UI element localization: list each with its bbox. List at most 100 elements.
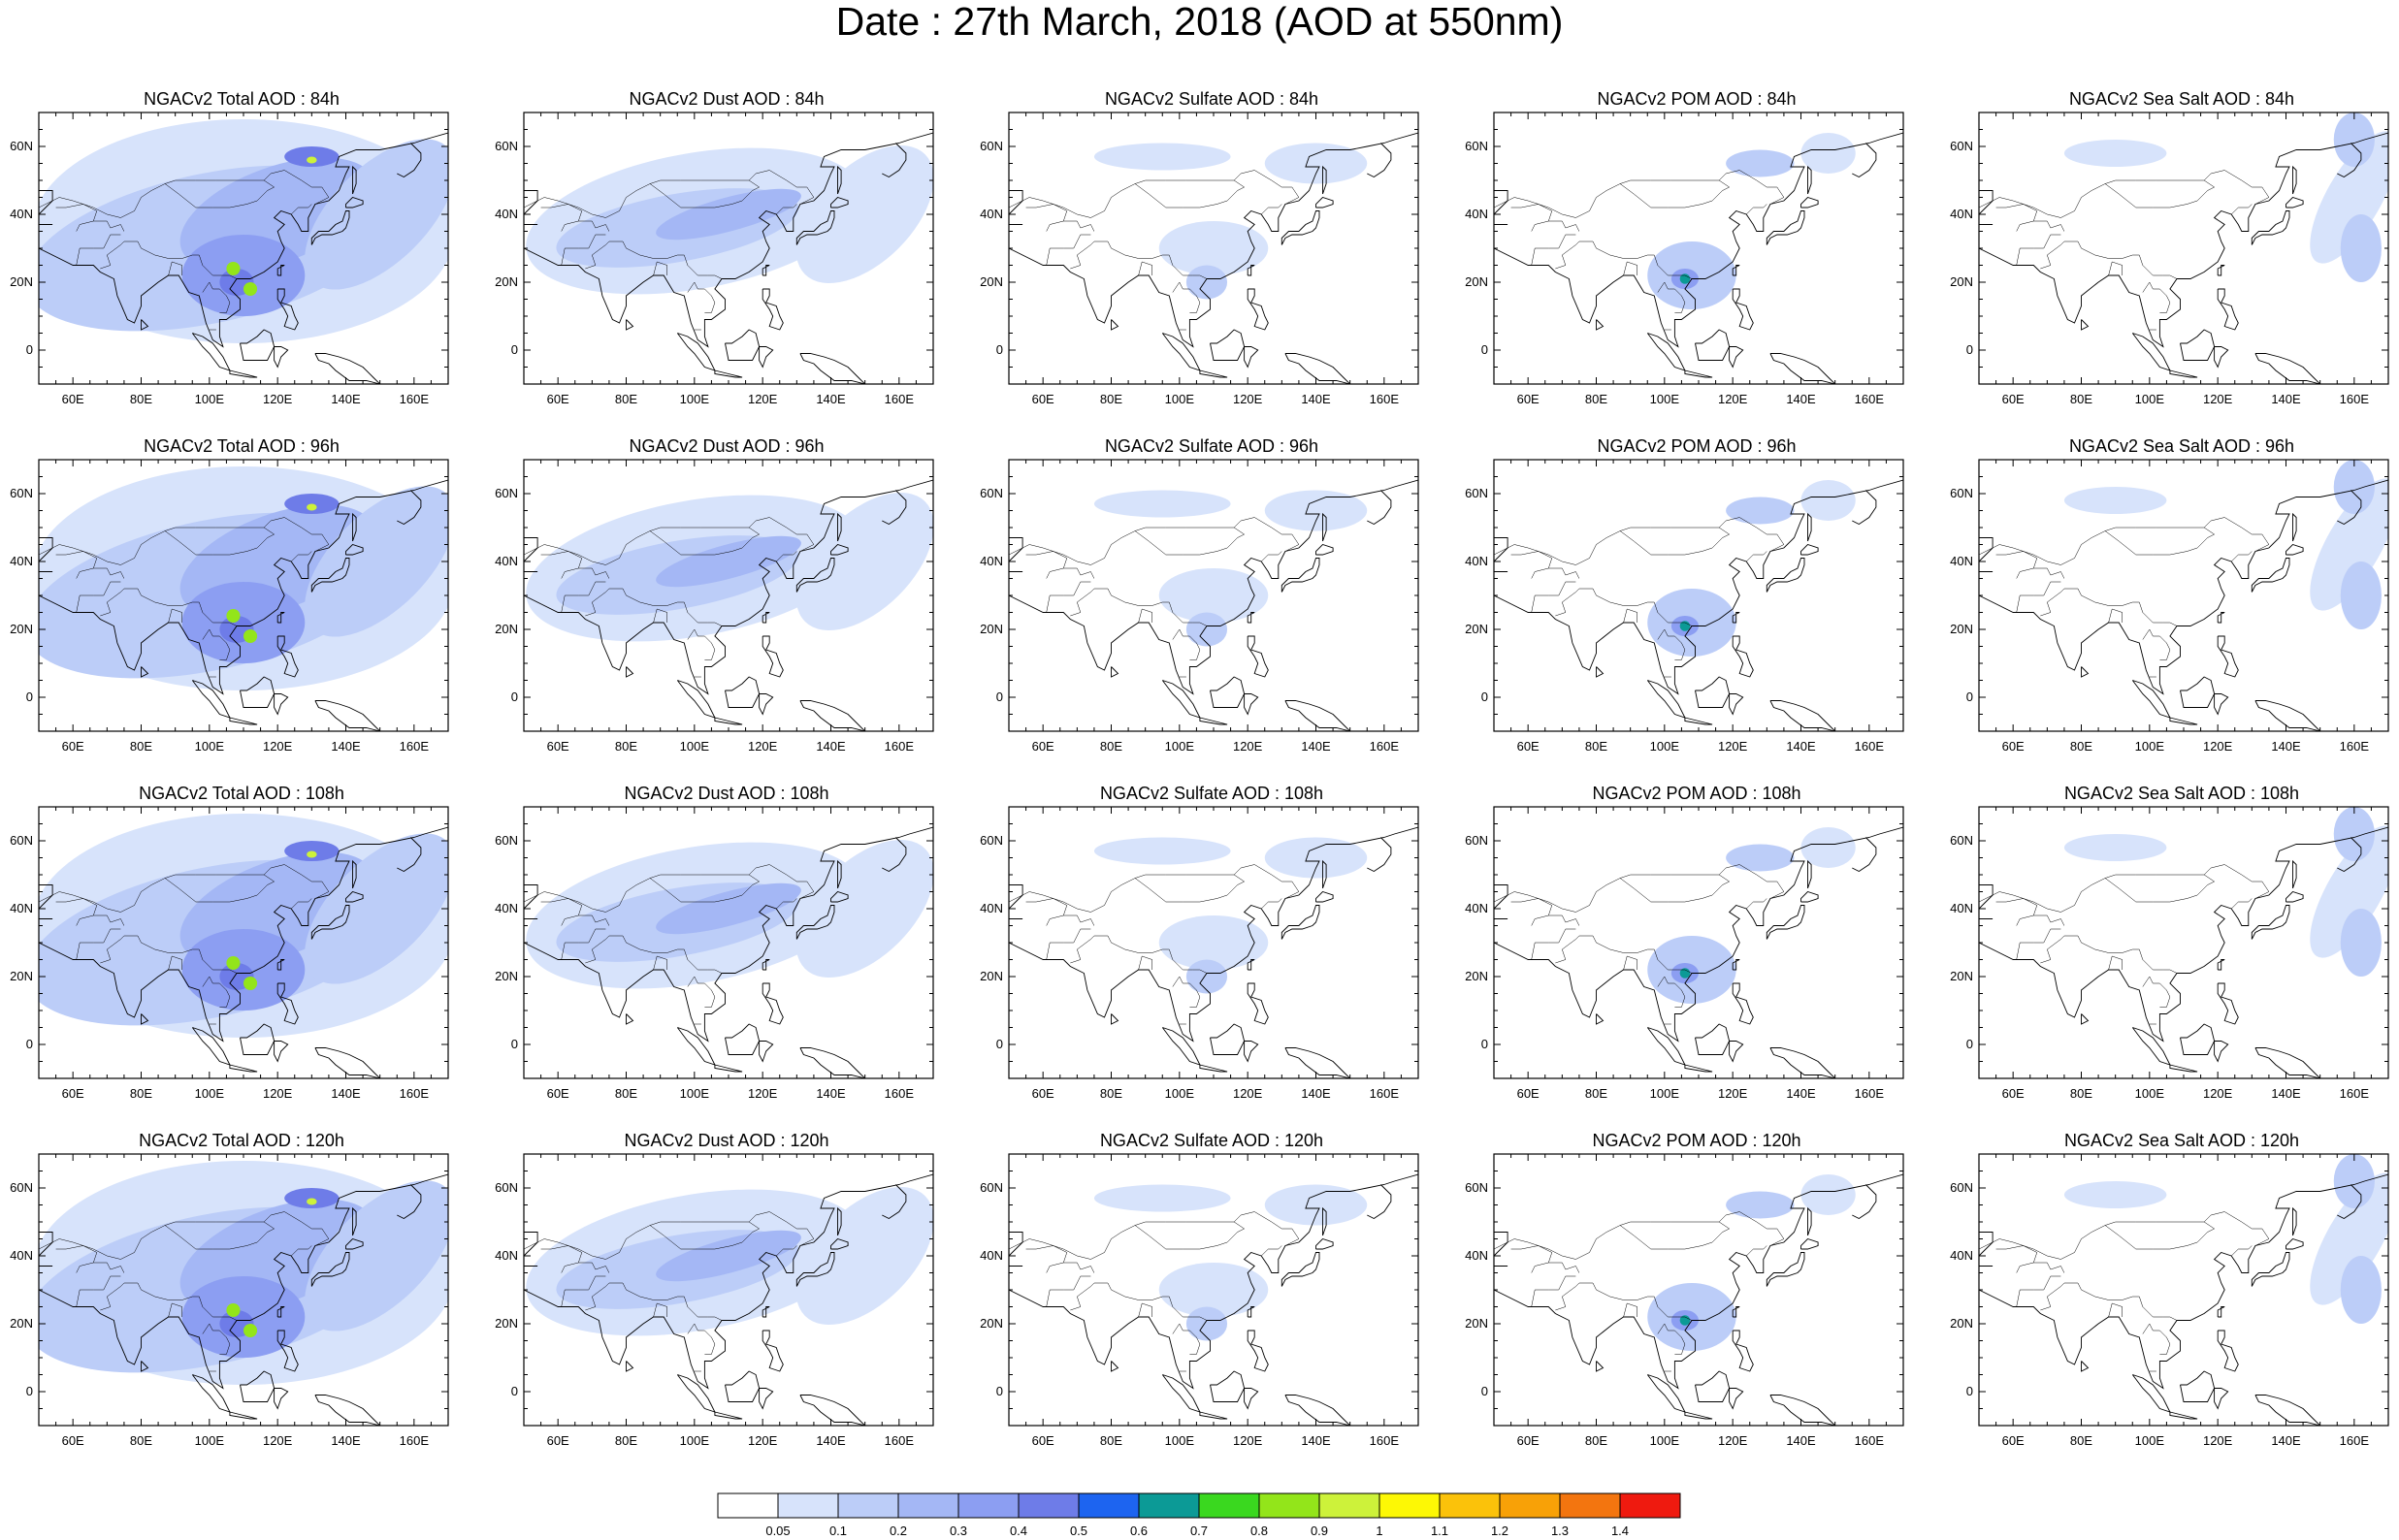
country-borders [1494, 170, 1785, 331]
lon-tick-label: 100E [1650, 1433, 1680, 1448]
country-borders [1979, 864, 2270, 1025]
lon-tick-label: 100E [680, 1433, 710, 1448]
map-plot: 60E 80E 100E 120E 140E 160E 60N 40N 20N 0 [980, 1153, 1419, 1448]
lat-tick-label: 20N [10, 274, 33, 289]
lon-tick-label: 120E [748, 1433, 778, 1448]
lon-tick-label: 140E [331, 739, 361, 754]
colorbar-label: 1.4 [1611, 1524, 1629, 1538]
lon-tick-label: 160E [400, 1086, 430, 1101]
colorbar-swatch [1258, 1492, 1320, 1519]
lat-tick-label: 60N [10, 139, 33, 153]
panel-seasalt-120h: NGACv2 Sea Salt AOD : 120h 60E 80E 100E 120E… [1940, 1129, 2396, 1449]
lat-tick-label: 20N [495, 1316, 518, 1331]
colorbar-swatch [1018, 1492, 1080, 1519]
lon-tick-label: 60E [62, 1433, 84, 1448]
country-borders [1979, 517, 2270, 678]
colorbar-swatch [777, 1492, 839, 1519]
lon-tick-label: 160E [885, 1086, 915, 1101]
map-plot: 60E 80E 100E 120E 140E 160E 60N 40N 20N 0 [980, 459, 1419, 754]
panel-dust-84h: NGACv2 Dust AOD : 84h 60E 80E 100E 120E 140E 1… [485, 87, 941, 407]
lat-tick-label: 0 [1481, 690, 1488, 704]
colorbar-label: 0.5 [1070, 1524, 1087, 1538]
lon-tick-label: 120E [748, 1086, 778, 1101]
lon-tick-label: 140E [2271, 1433, 2301, 1448]
lon-tick-label: 160E [400, 739, 430, 754]
map-plot: 60E 80E 100E 120E 140E 160E 60N 40N 20N 0 [980, 806, 1419, 1101]
lon-tick-label: 120E [2203, 739, 2233, 754]
lat-tick-label: 60N [10, 1180, 33, 1195]
lat-tick-label: 60N [1465, 1180, 1488, 1195]
lon-tick-label: 160E [1370, 1433, 1400, 1448]
lat-tick-label: 40N [10, 1248, 33, 1263]
tick-marks [1008, 806, 1419, 1079]
lat-tick-label: 40N [10, 901, 33, 915]
lon-tick-label: 120E [748, 392, 778, 406]
panel-title: NGACv2 POM AOD : 96h [1597, 436, 1797, 456]
map-plot: 60E 80E 100E 120E 140E 160E 60N 40N 20N 0 [10, 1153, 449, 1448]
aod-field [39, 814, 448, 1038]
lon-tick-label: 120E [1233, 739, 1263, 754]
lon-tick-label: 160E [1855, 392, 1885, 406]
lon-tick-label: 140E [331, 1086, 361, 1101]
tick-marks [1493, 1153, 1904, 1427]
lat-tick-label: 20N [495, 274, 518, 289]
lon-tick-label: 60E [2002, 1086, 2025, 1101]
colorbar-swatch [1318, 1492, 1380, 1519]
coastlines [1979, 479, 2388, 731]
lon-tick-label: 160E [885, 1433, 915, 1448]
panel-title: NGACv2 Total AOD : 120h [139, 1131, 344, 1150]
coastlines [39, 826, 448, 1078]
lon-tick-label: 120E [748, 739, 778, 754]
panel-title: NGACv2 Sea Salt AOD : 84h [2068, 89, 2295, 109]
colorbar-swatch [1198, 1492, 1260, 1519]
panel-title: NGACv2 Total AOD : 108h [139, 784, 344, 803]
lat-tick-label: 20N [1950, 969, 1973, 983]
lon-tick-label: 100E [1650, 1086, 1680, 1101]
lon-tick-label: 140E [816, 392, 846, 406]
aod-field [39, 119, 448, 343]
lat-tick-label: 40N [1950, 901, 1973, 915]
lon-tick-label: 160E [400, 392, 430, 406]
colorbar: 0.05 0.1 0.2 0.3 0.4 0.5 0.6 0.7 0.8 0.9 1 1.1 1.2 1.… [717, 1492, 1681, 1538]
panel-dust-108h: NGACv2 Dust AOD : 108h 60E 80E 100E 120E 140E… [485, 782, 941, 1102]
lon-tick-label: 120E [1718, 1433, 1748, 1448]
lon-tick-label: 160E [1855, 1433, 1885, 1448]
map-plot: 60E 80E 100E 120E 140E 160E 60N 40N 20N 0 [495, 459, 934, 754]
lon-tick-label: 160E [1855, 1086, 1885, 1101]
panel-title: NGACv2 POM AOD : 120h [1592, 1131, 1801, 1150]
aod-field [39, 1161, 448, 1385]
lon-tick-label: 80E [615, 1433, 637, 1448]
lon-tick-label: 60E [2002, 1433, 2025, 1448]
lat-tick-label: 0 [1481, 342, 1488, 357]
lat-tick-label: 20N [10, 622, 33, 636]
panel-sulfate-108h: NGACv2 Sulfate AOD : 108h 60E 80E 100E 120E 1… [970, 782, 1426, 1102]
aod-field [1093, 837, 1368, 994]
lat-tick-label: 40N [10, 554, 33, 568]
colorbar-label: 0.2 [890, 1524, 907, 1538]
tick-marks [523, 459, 934, 732]
lon-tick-label: 160E [1855, 739, 1885, 754]
lon-tick-label: 140E [1786, 392, 1816, 406]
lat-tick-label: 20N [10, 969, 33, 983]
lon-tick-label: 160E [885, 392, 915, 406]
lon-tick-label: 60E [547, 392, 569, 406]
lat-tick-label: 40N [495, 1248, 518, 1263]
lat-tick-label: 20N [980, 969, 1003, 983]
lon-tick-label: 100E [195, 1086, 225, 1101]
lat-tick-label: 0 [26, 1037, 33, 1051]
lon-tick-label: 140E [816, 1433, 846, 1448]
lat-tick-label: 0 [511, 342, 518, 357]
tick-marks [1978, 112, 2389, 385]
colorbar-swatch [1619, 1492, 1681, 1519]
lon-tick-label: 100E [1650, 392, 1680, 406]
aod-field [526, 840, 933, 989]
lon-tick-label: 100E [195, 739, 225, 754]
colorbar-swatch [897, 1492, 959, 1519]
coastlines [1494, 826, 1903, 1078]
lon-tick-label: 120E [1718, 739, 1748, 754]
lon-tick-label: 120E [263, 392, 293, 406]
panel-pom-84h: NGACv2 POM AOD : 84h 60E 80E 100E 120E 140E 16… [1455, 87, 1911, 407]
tick-marks [1493, 806, 1904, 1079]
colorbar-label: 0.1 [829, 1524, 847, 1538]
colorbar-swatch [957, 1492, 1020, 1519]
